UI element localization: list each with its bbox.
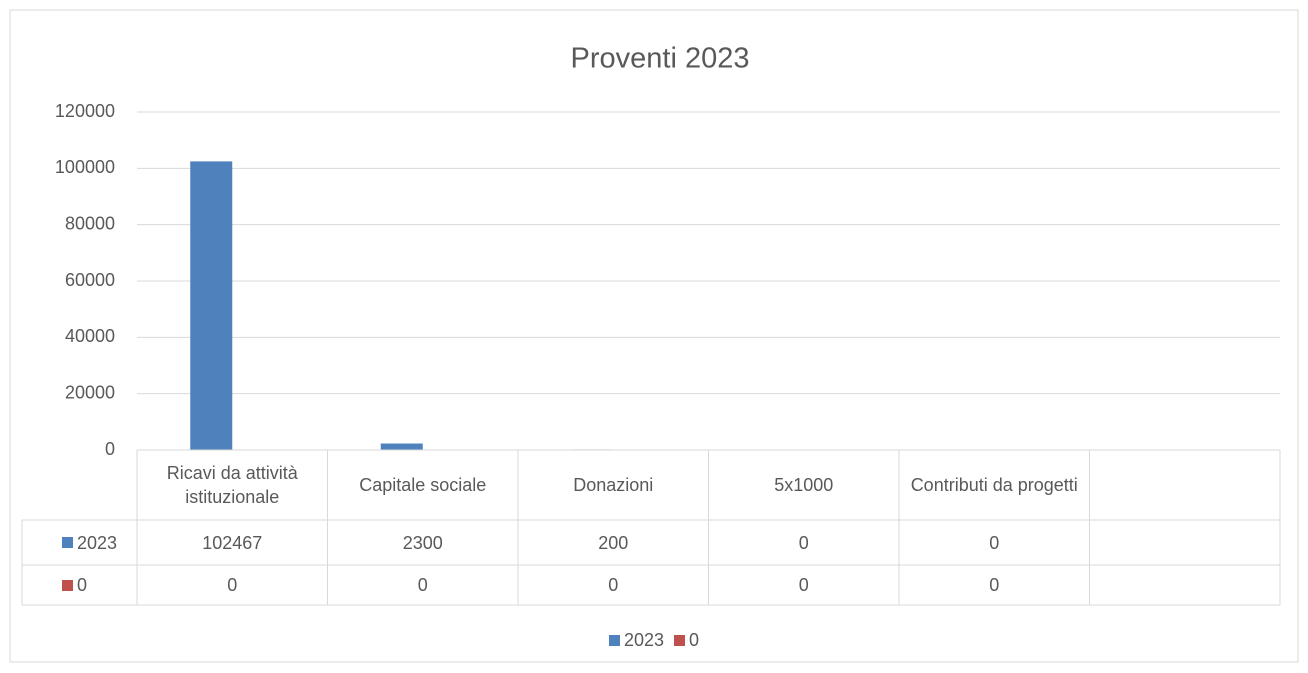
- legend: 2023 0: [0, 622, 1308, 658]
- data-table-value: 0: [989, 532, 1000, 553]
- x-tick-label: Contributi da progetti: [910, 475, 1078, 495]
- legend-label: 2023: [623, 630, 665, 650]
- table-row-label: 0: [77, 575, 88, 595]
- y-tick-label: 40000: [65, 326, 115, 346]
- y-tick-label: 100000: [55, 157, 115, 177]
- legend-key: [62, 537, 73, 548]
- data-table-value: 0: [798, 532, 809, 553]
- y-tick-label: 80000: [65, 213, 115, 233]
- x-tick-label: Ricavi da attività istituzionale: [166, 463, 298, 507]
- bar: [380, 443, 423, 450]
- y-tick-label: 20000: [65, 382, 115, 402]
- data-table-value: 200: [598, 532, 629, 553]
- legend-item: 2023: [608, 628, 665, 652]
- legend-key: [674, 634, 686, 646]
- data-table-value: 0: [417, 575, 428, 595]
- y-tick-label: 60000: [65, 270, 115, 290]
- data-table-value: 102467: [202, 532, 263, 553]
- legend-item: 0: [674, 628, 699, 652]
- legend-label: 0: [689, 630, 700, 650]
- legend-key: [62, 579, 73, 591]
- x-tick-label: Donazioni: [573, 475, 654, 495]
- data-table-value: 2300: [402, 532, 443, 553]
- x-tick-label: Capitale sociale: [359, 475, 487, 495]
- chart-title: Proventi 2023: [571, 43, 750, 75]
- x-tick-label: 5x1000: [774, 475, 834, 495]
- data-table-value: 0: [227, 575, 238, 595]
- y-tick-label: 0: [105, 439, 115, 459]
- table-row-header: 0: [22, 565, 137, 605]
- legend-key: [608, 634, 620, 646]
- data-table-value: 0: [608, 575, 619, 595]
- bar: [190, 161, 233, 450]
- x-tick-label: [1090, 450, 1281, 520]
- table-row-label: 2023: [77, 532, 118, 553]
- y-tick-label: 120000: [55, 101, 115, 121]
- table-row-header: 2023: [22, 520, 137, 565]
- data-table-value: 0: [989, 575, 1000, 595]
- data-table-value: 0: [798, 575, 809, 595]
